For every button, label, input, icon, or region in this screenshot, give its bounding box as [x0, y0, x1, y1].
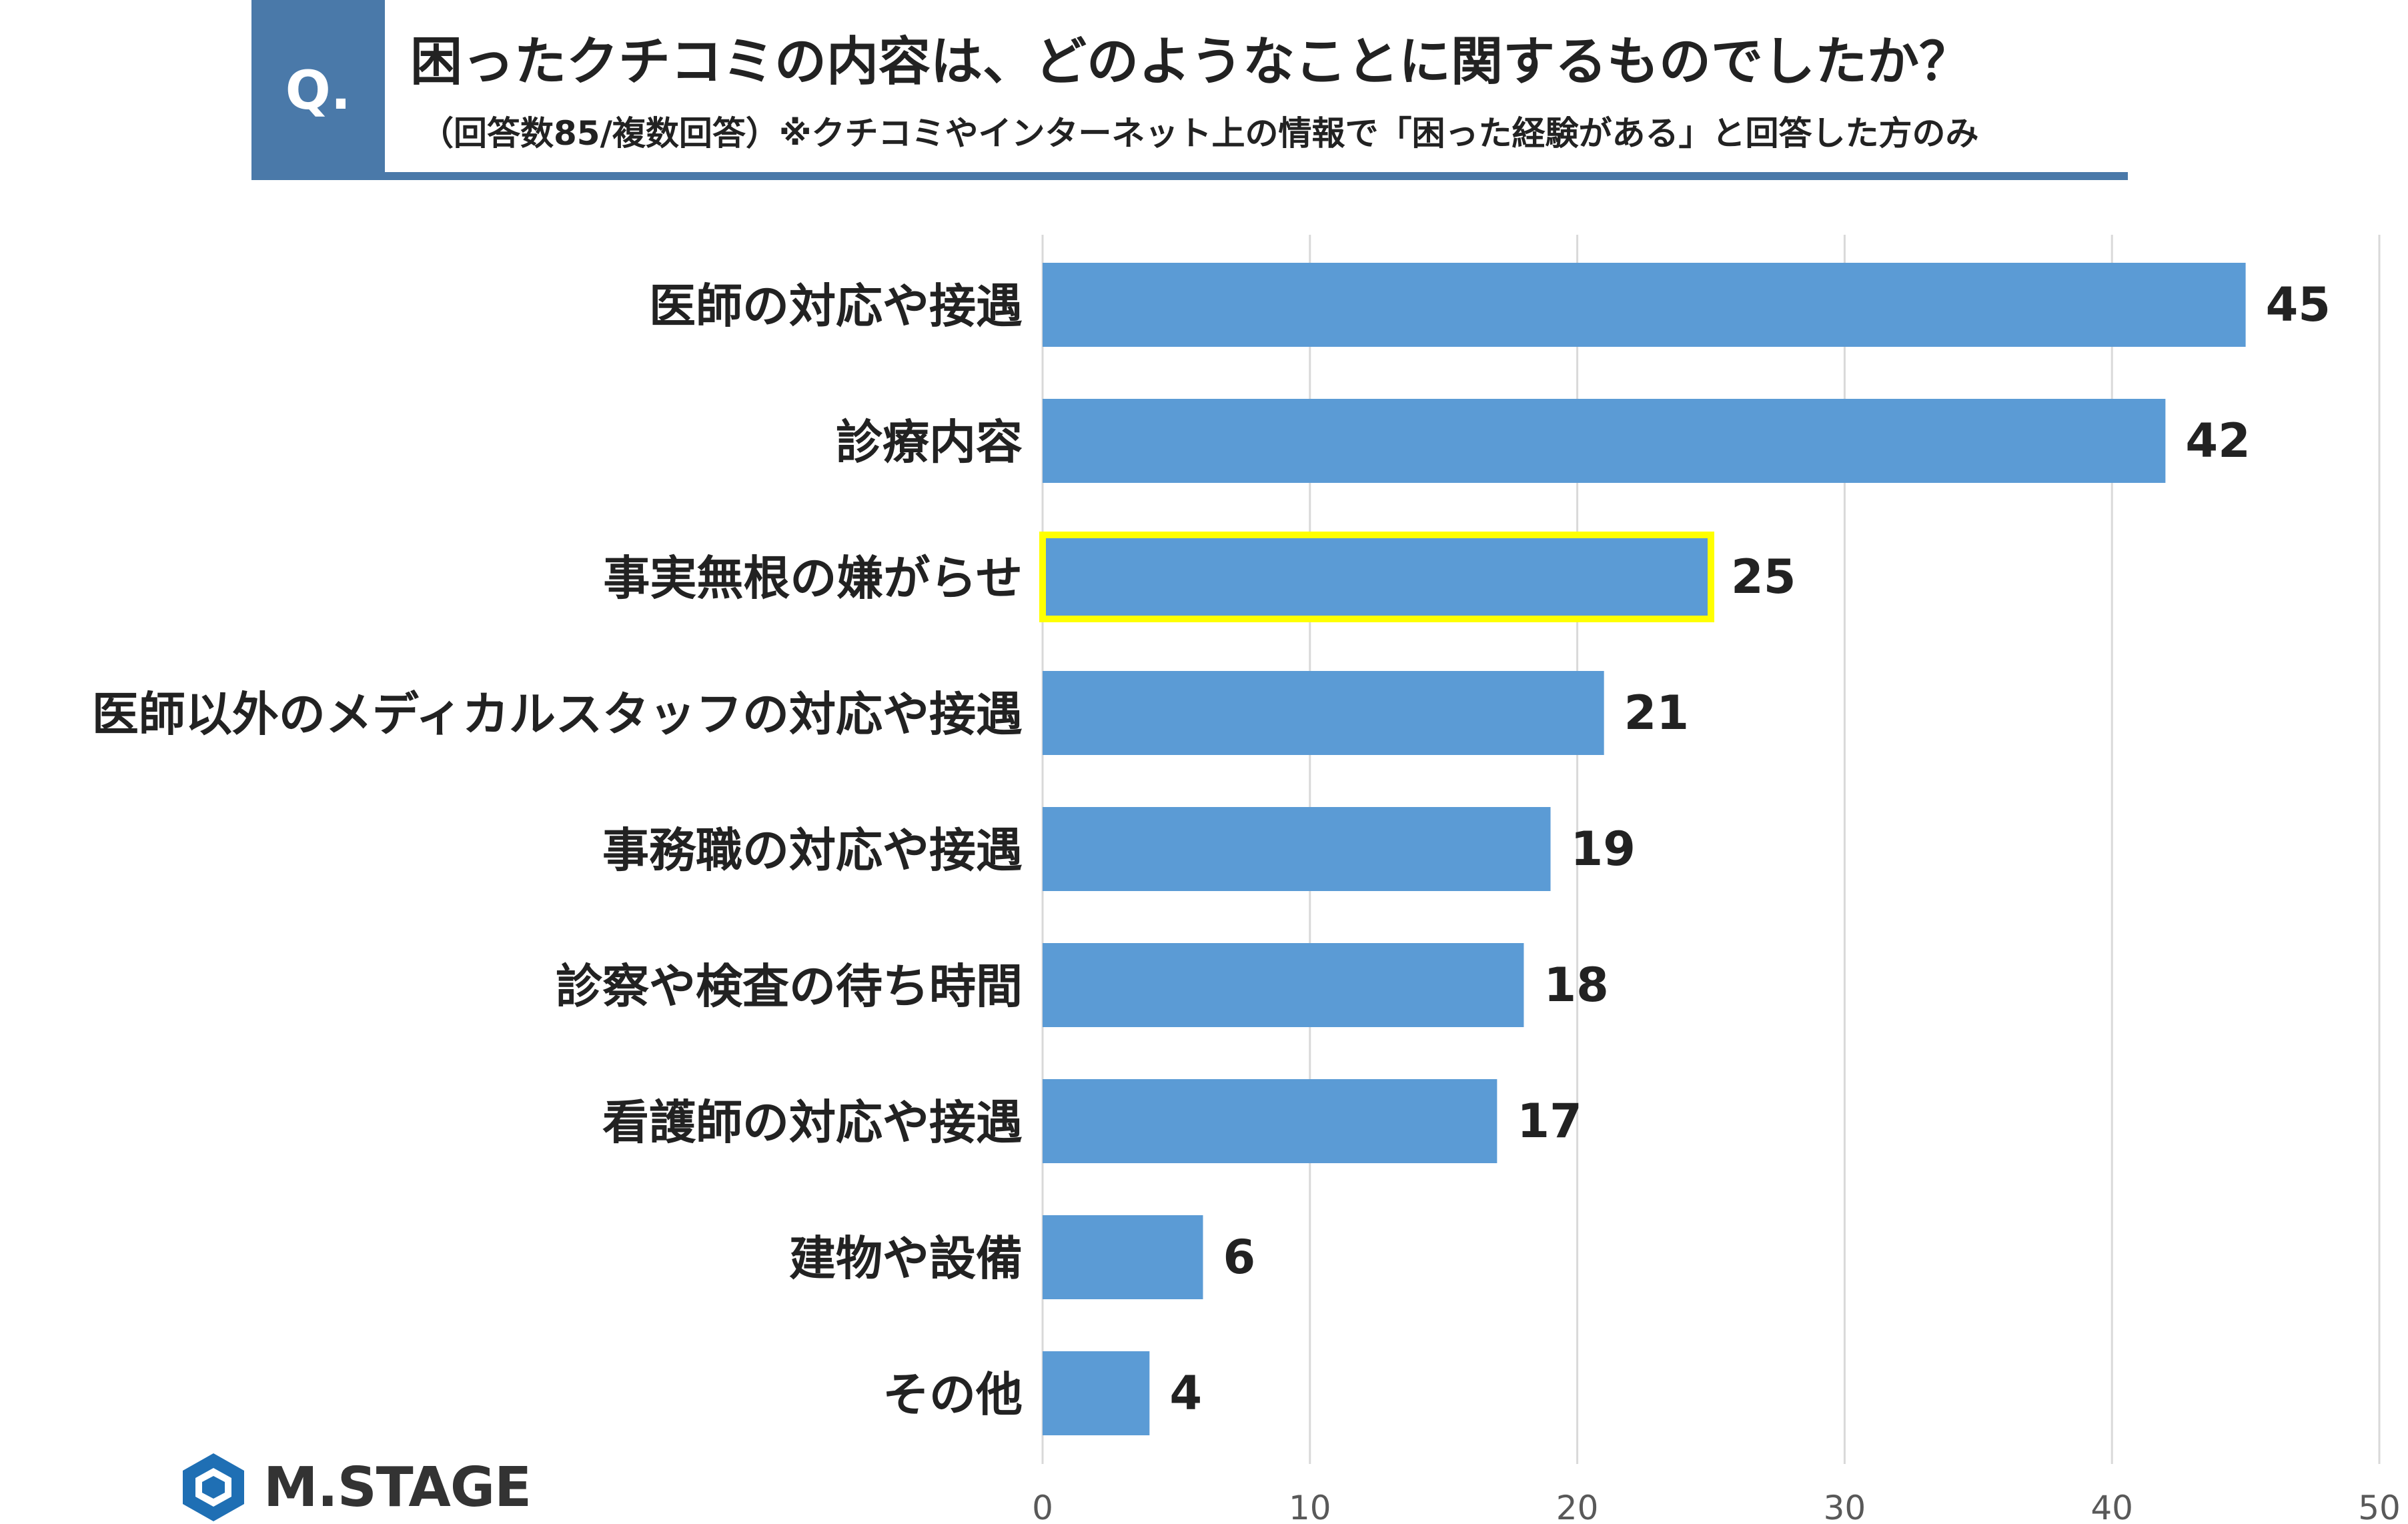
company-logo: M.STAGE [177, 1451, 532, 1524]
data-label: 25 [1731, 550, 1796, 604]
bar [1043, 1351, 1150, 1435]
category-label: 看護師の対応や接遇 [602, 1095, 1023, 1150]
category-label: その他 [882, 1367, 1023, 1422]
bar [1043, 399, 2166, 483]
bar [1043, 943, 1524, 1027]
data-label: 6 [1223, 1230, 1255, 1285]
chart-subtitle: （回答数85/複数回答）※クチコミやインターネット上の情報で「困った経験がある」… [420, 114, 1979, 153]
x-tick-label: 10 [1289, 1489, 1331, 1521]
data-label: 4 [1169, 1366, 1202, 1421]
bar [1043, 1079, 1497, 1163]
data-label: 45 [2266, 277, 2331, 332]
bar [1043, 263, 2246, 347]
category-label: 医師以外のメディカルスタッフの対応や接遇 [92, 687, 1023, 742]
category-label: 事務職の対応や接遇 [602, 823, 1023, 878]
data-label: 42 [2185, 414, 2250, 468]
bars [1039, 263, 2246, 1435]
x-tick-label: 50 [2358, 1489, 2401, 1521]
data-label: 21 [1624, 686, 1689, 740]
x-tick-label: 0 [1032, 1489, 1053, 1521]
category-label: 事実無根の嫌がらせ [603, 551, 1023, 606]
chart-title: 困ったクチコミの内容は、どのようなことに関するものでしたか？ [410, 32, 1972, 92]
category-label: 診療内容 [836, 415, 1023, 470]
category-label: 診察や検査の待ち時間 [556, 959, 1023, 1014]
data-label: 19 [1571, 822, 1636, 876]
x-tick-label: 30 [1824, 1489, 1866, 1521]
category-label: 建物や設備 [789, 1231, 1023, 1286]
bar [1043, 1215, 1203, 1299]
question-badge: Q. [251, 0, 385, 180]
bar-highlighted [1039, 532, 1714, 622]
hexagon-logo-icon [183, 1453, 244, 1521]
data-label: 17 [1517, 1094, 1582, 1149]
labels: 0 10 20 30 40 50 医師の対応や接遇 45 診療内容 42 事実無根の嫌がらせ 25 医師… [92, 277, 2401, 1521]
x-tick-label: 20 [1556, 1489, 1599, 1521]
category-label: 医師の対応や接遇 [649, 279, 1023, 333]
bar [1043, 671, 1604, 755]
title-underline [385, 172, 2128, 180]
data-label: 18 [1544, 958, 1608, 1012]
x-tick-label: 40 [2090, 1489, 2133, 1521]
bar [1043, 807, 1551, 891]
logo-text: M.STAGE [263, 1455, 532, 1519]
